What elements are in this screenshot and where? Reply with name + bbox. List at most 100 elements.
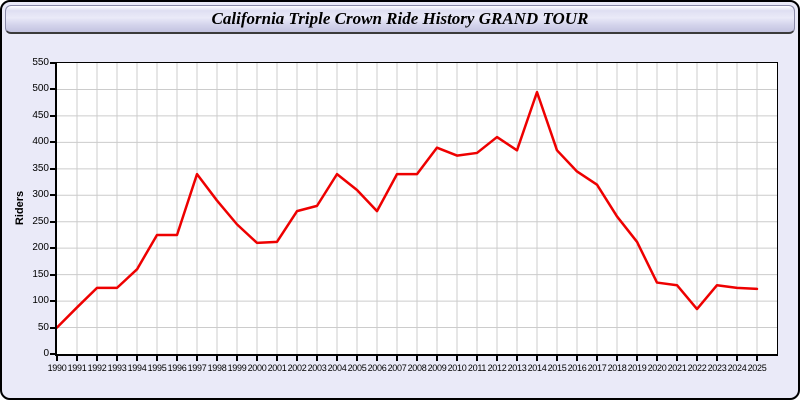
x-tick-mark	[736, 356, 738, 361]
y-tick-mark	[50, 273, 56, 276]
x-tick-mark	[676, 356, 678, 361]
x-tick-mark	[296, 356, 298, 361]
y-tick-mark	[50, 194, 56, 197]
x-tick-label: 2003	[307, 363, 327, 373]
x-tick-mark	[96, 356, 98, 361]
x-tick-label: 2017	[587, 363, 607, 373]
x-tick-label: 2016	[567, 363, 587, 373]
x-tick-mark	[616, 356, 618, 361]
x-tick-label: 2006	[367, 363, 387, 373]
page-title: California Triple Crown Ride History GRA…	[211, 9, 589, 28]
x-tick-label: 2014	[527, 363, 547, 373]
x-tick-mark	[496, 356, 498, 361]
x-tick-mark	[536, 356, 538, 361]
x-tick-label: 2000	[247, 363, 267, 373]
y-tick-mark	[50, 167, 56, 170]
y-tick-label: 350	[32, 162, 49, 174]
y-tick-label: 200	[32, 242, 49, 254]
x-tick-mark	[476, 356, 478, 361]
x-tick-mark	[456, 356, 458, 361]
x-tick-mark	[176, 356, 178, 361]
y-tick-mark	[50, 114, 56, 117]
x-tick-mark	[416, 356, 418, 361]
x-tick-label: 2008	[407, 363, 427, 373]
y-tick-label: 0	[43, 348, 49, 359]
x-tick-label: 1999	[227, 363, 247, 373]
x-tick-label: 1995	[147, 363, 167, 373]
x-tick-label: 2023	[707, 363, 727, 373]
y-tick-mark	[50, 220, 56, 223]
x-tick-mark	[236, 356, 238, 361]
x-tick-mark	[196, 356, 198, 361]
x-tick-mark	[156, 356, 158, 361]
x-tick-mark	[436, 356, 438, 361]
y-tick-label: 50	[37, 321, 49, 333]
y-tick-mark	[50, 247, 56, 250]
y-tick-mark	[50, 300, 56, 303]
x-tick-label: 2025	[747, 363, 767, 373]
x-tick-label: 2018	[607, 363, 627, 373]
x-tick-mark	[596, 356, 598, 361]
x-tick-label: 2005	[347, 363, 367, 373]
x-tick-label: 1996	[167, 363, 187, 373]
ride-history-line-chart	[57, 63, 777, 354]
x-tick-label: 2011	[467, 363, 487, 373]
x-tick-label: 1991	[67, 363, 87, 373]
x-tick-mark	[316, 356, 318, 361]
x-tick-label: 2015	[547, 363, 567, 373]
x-tick-label: 2022	[687, 363, 707, 373]
x-tick-mark	[336, 356, 338, 361]
x-tick-label: 2024	[727, 363, 747, 373]
y-tick-label: 400	[32, 136, 49, 148]
x-tick-label: 2020	[647, 363, 667, 373]
x-tick-mark	[76, 356, 78, 361]
x-tick-label: 1990	[47, 363, 67, 373]
y-tick-label: 300	[32, 189, 49, 201]
x-tick-mark	[716, 356, 718, 361]
x-tick-label: 2013	[507, 363, 527, 373]
x-tick-label: 1998	[207, 363, 227, 373]
x-tick-mark	[636, 356, 638, 361]
x-tick-mark	[276, 356, 278, 361]
x-tick-mark	[356, 356, 358, 361]
x-tick-mark	[516, 356, 518, 361]
y-tick-mark	[50, 326, 56, 329]
y-tick-mark	[50, 62, 56, 64]
x-tick-mark	[556, 356, 558, 361]
x-tick-mark	[136, 356, 138, 361]
x-tick-label: 1993	[107, 363, 127, 373]
x-tick-mark	[56, 356, 58, 361]
x-tick-label: 2021	[667, 363, 687, 373]
x-tick-label: 1994	[127, 363, 147, 373]
x-tick-mark	[756, 356, 758, 361]
x-tick-mark	[216, 356, 218, 361]
x-tick-label: 2010	[447, 363, 467, 373]
y-tick-label: 150	[32, 268, 49, 280]
x-tick-label: 2012	[487, 363, 507, 373]
x-tick-mark	[696, 356, 698, 361]
plot-area	[55, 62, 778, 356]
x-tick-mark	[576, 356, 578, 361]
x-tick-label: 1997	[187, 363, 207, 373]
x-tick-label: 2002	[287, 363, 307, 373]
y-tick-label: 100	[32, 295, 49, 307]
x-tick-mark	[376, 356, 378, 361]
x-tick-label: 2009	[427, 363, 447, 373]
x-tick-label: 2001	[267, 363, 287, 373]
y-tick-label: 450	[32, 109, 49, 121]
y-tick-mark	[50, 88, 56, 91]
x-tick-label: 1992	[87, 363, 107, 373]
chart-area: Riders 0 50 100 150 200 250 300 350 400 450 500 550…	[2, 33, 798, 398]
x-tick-label: 2019	[627, 363, 647, 373]
y-tick-mark	[50, 353, 56, 355]
y-tick-label: 500	[32, 83, 49, 95]
x-tick-mark	[116, 356, 118, 361]
x-tick-label: 2004	[327, 363, 347, 373]
y-tick-label: 250	[32, 215, 49, 227]
title-bar: California Triple Crown Ride History GRA…	[5, 5, 795, 34]
x-tick-mark	[396, 356, 398, 361]
y-tick-label: 550	[32, 57, 49, 68]
x-tick-label: 2007	[387, 363, 407, 373]
x-tick-mark	[656, 356, 658, 361]
